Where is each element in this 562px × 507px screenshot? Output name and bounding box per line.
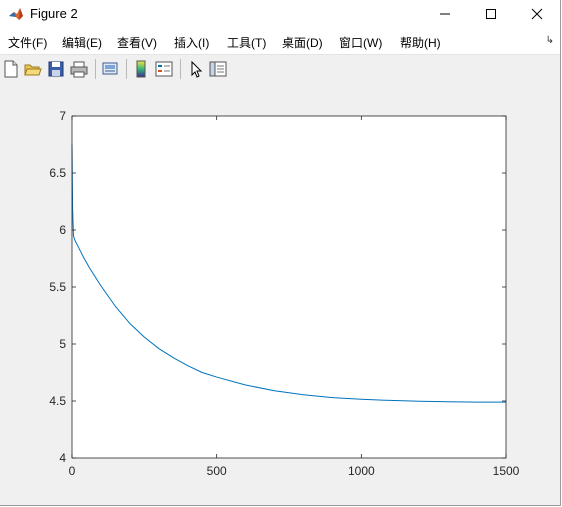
minimize-button[interactable]	[422, 0, 468, 28]
figure-toolbar	[0, 54, 560, 84]
maximize-button[interactable]	[468, 0, 514, 28]
toolbar-separator	[180, 59, 181, 79]
print-icon[interactable]	[70, 60, 88, 78]
menu-file[interactable]: 文件(F)	[8, 36, 48, 50]
menu-tools[interactable]: 工具(T)	[227, 36, 267, 50]
toolbar-separator	[95, 59, 96, 79]
matlab-logo-icon	[9, 8, 23, 20]
menu-window[interactable]: 窗口(W)	[339, 36, 383, 50]
close-icon	[531, 8, 543, 20]
y-tick-label: 4.5	[49, 394, 66, 408]
y-tick-label: 7	[59, 109, 66, 123]
open-file-icon[interactable]	[24, 60, 42, 78]
close-button[interactable]	[514, 0, 560, 28]
y-tick-label: 6	[59, 223, 66, 237]
menu-insert[interactable]: 插入(I)	[174, 36, 210, 50]
x-tick-label: 1000	[348, 464, 375, 478]
series-line-0	[71, 144, 506, 403]
plot-area	[72, 116, 506, 458]
line-chart[interactable]: 0 500 1000 1500 4 4.5 5 5.5 6 6.5 7	[0, 83, 560, 505]
menu-overflow-icon[interactable]: ↳	[545, 35, 554, 46]
maximize-icon	[486, 9, 496, 19]
insert-legend-icon[interactable]	[155, 60, 173, 78]
figure-canvas: 0 500 1000 1500 4 4.5 5 5.5 6 6.5 7	[0, 83, 560, 505]
y-tick-label: 5	[59, 337, 66, 351]
edit-plot-icon[interactable]	[187, 60, 205, 78]
menu-desktop[interactable]: 桌面(D)	[282, 36, 323, 50]
menu-bar: 文件(F) 编辑(E) 查看(V) 插入(I) 工具(T) 桌面(D) 窗口(W…	[0, 28, 560, 54]
insert-colorbar-icon[interactable]	[132, 60, 150, 78]
menu-edit[interactable]: 编辑(E)	[62, 36, 102, 50]
window-title: Figure 2	[30, 6, 78, 21]
menu-view[interactable]: 查看(V)	[117, 36, 157, 50]
y-tick-label: 6.5	[49, 166, 66, 180]
y-tick-label: 5.5	[49, 280, 66, 294]
toolbar-separator	[126, 59, 127, 79]
y-tick-label: 4	[59, 451, 66, 465]
x-tick-label: 500	[207, 464, 227, 478]
minimize-icon	[440, 13, 450, 15]
title-bar[interactable]: Figure 2	[0, 0, 560, 28]
property-inspector-icon[interactable]	[209, 60, 227, 78]
x-tick-label: 1500	[493, 464, 520, 478]
menu-help[interactable]: 帮助(H)	[400, 36, 441, 50]
link-plot-icon[interactable]	[101, 60, 119, 78]
new-figure-icon[interactable]	[2, 60, 20, 78]
x-tick-label: 0	[69, 464, 76, 478]
save-icon[interactable]	[47, 60, 65, 78]
